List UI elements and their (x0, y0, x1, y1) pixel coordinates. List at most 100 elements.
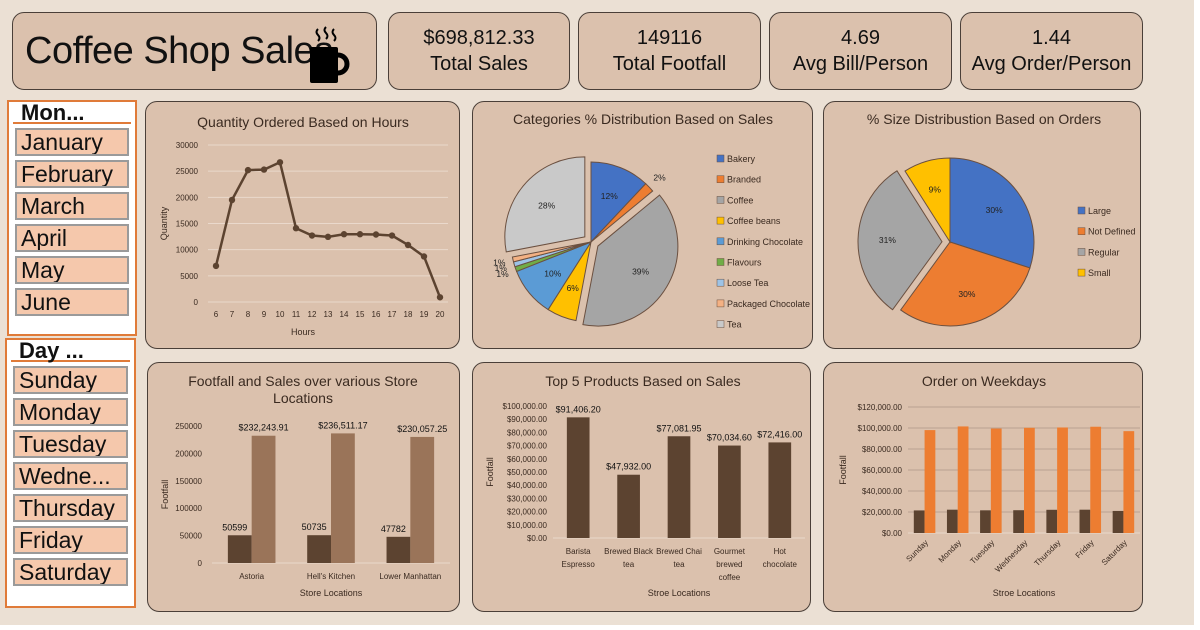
x-tick-label: chocolate (763, 560, 798, 569)
slicer-item-june[interactable]: June (15, 288, 129, 316)
x-tick-label: brewed (716, 560, 742, 569)
x-tick-label: Thursday (1033, 538, 1063, 568)
legend-swatch (1077, 227, 1086, 235)
kpi-total-sales: $698,812.33 Total Sales (388, 12, 570, 90)
slicer-item-february[interactable]: February (15, 160, 129, 188)
day-slicer: Day ... Sunday Monday Tuesday Wedne... T… (5, 338, 136, 608)
y-axis-label: Quantity (159, 206, 169, 240)
data-point (276, 159, 284, 166)
y-tick-label: 0 (198, 559, 203, 568)
coffee-mug-icon (310, 26, 350, 83)
stores-bar-chart: Footfall and Sales over various StoreLoc… (160, 373, 450, 598)
legend-swatch (716, 216, 725, 225)
x-tick-label: Sunday (904, 538, 930, 564)
hours-chart-card: Quantity Ordered Based on Hours 0 5000 1000… (145, 101, 460, 349)
slicer-item-friday[interactable]: Friday (13, 526, 128, 554)
slice-data-label: 28% (538, 200, 555, 210)
slice-data-label: 31% (879, 235, 896, 245)
bar (1057, 427, 1068, 533)
data-point (356, 231, 364, 238)
x-tick-label: Espresso (562, 560, 596, 569)
legend-swatch (716, 154, 725, 163)
bar (331, 433, 355, 563)
y-tick-label: $90,000.00 (507, 415, 548, 424)
data-point (260, 166, 268, 173)
products-chart-card: Top 5 Products Based on Sales $0.00 $10,00… (472, 362, 811, 612)
y-tick-label: $50,000.00 (507, 468, 548, 477)
slicer-item-march[interactable]: March (15, 192, 129, 220)
x-tick-label: Brewed Chai (656, 547, 702, 556)
bar (957, 426, 969, 533)
products-bar-chart: Top 5 Products Based on Sales $0.00 $10,00… (485, 373, 805, 598)
bar-data-label: $47,932.00 (606, 462, 651, 472)
data-point (212, 262, 220, 270)
y-axis-label: Footfall (160, 480, 170, 510)
bar (1013, 510, 1024, 533)
bar (251, 435, 276, 563)
chart-title: Order on Weekdays (922, 373, 1046, 389)
month-slicer-header: Mon... (13, 102, 131, 124)
bar-data-label: $70,034.60 (707, 433, 752, 443)
bar-data-label: 50735 (302, 522, 327, 532)
kpi-avg-order: 1.44 Avg Order/Person (960, 12, 1143, 90)
bar (913, 510, 925, 533)
pie-slice (904, 157, 951, 244)
bar (386, 536, 411, 563)
slicer-item-wednesday[interactable]: Wedne... (13, 462, 128, 490)
x-tick-label: 14 (340, 310, 349, 319)
slicer-item-tuesday[interactable]: Tuesday (13, 430, 128, 458)
slicer-item-may[interactable]: May (15, 256, 129, 284)
bar (566, 417, 590, 538)
y-tick-label: $0.00 (882, 529, 903, 538)
legend-label: Coffee (727, 195, 753, 205)
bar (1079, 509, 1091, 533)
pie-slice (857, 170, 943, 311)
bar-data-label: 50599 (222, 522, 247, 532)
legend-label: Regular (1088, 247, 1120, 257)
legend-label: Tea (727, 320, 742, 330)
bar (410, 436, 435, 563)
data-point (228, 196, 236, 204)
y-tick-label: 5000 (180, 272, 198, 281)
slicer-item-january[interactable]: January (15, 128, 129, 156)
x-axis-label: Stroe Locations (993, 588, 1056, 598)
data-point (420, 253, 428, 260)
legend-swatch (716, 278, 725, 287)
slicer-item-april[interactable]: April (15, 224, 129, 252)
slicer-item-sunday[interactable]: Sunday (13, 366, 128, 394)
kpi-label: Avg Bill/Person (792, 53, 929, 75)
slicer-item-saturday[interactable]: Saturday (13, 558, 128, 586)
x-tick-label: Lower Manhattan (379, 572, 441, 581)
y-tick-label: 30000 (176, 141, 199, 150)
bar (617, 474, 640, 538)
bar (768, 442, 792, 538)
legend-label: Bakery (727, 154, 756, 164)
pie-slice (590, 161, 647, 244)
bar (667, 436, 691, 538)
slicer-item-monday[interactable]: Monday (13, 398, 128, 426)
bar (1090, 426, 1102, 533)
x-tick-label: Monday (937, 538, 963, 564)
chart-title: Categories % Distribution Based on Sales (513, 111, 773, 127)
legend-swatch (716, 196, 725, 204)
x-tick-label: 15 (356, 310, 365, 319)
slice-data-label: 30% (986, 205, 1003, 215)
bar-data-label: $77,081.95 (656, 423, 701, 433)
x-tick-label: Gourmet (714, 547, 746, 556)
pie-slice (899, 241, 1031, 327)
legend-label: Loose Tea (727, 278, 768, 288)
data-point (292, 225, 300, 232)
data-point (388, 232, 396, 239)
bar (307, 535, 331, 563)
bar (718, 445, 741, 538)
legend-label: Large (1088, 206, 1111, 216)
hours-line-chart: Quantity Ordered Based on Hours 0 5000 1000… (159, 114, 448, 337)
x-tick-label: 19 (420, 310, 429, 319)
kpi-value: 1.44 (1032, 27, 1071, 49)
slice-data-label: 10% (544, 269, 561, 279)
x-tick-label: 20 (436, 310, 445, 319)
kpi-value: $698,812.33 (423, 27, 535, 49)
x-tick-label: Barista (566, 547, 591, 556)
slicer-item-thursday[interactable]: Thursday (13, 494, 128, 522)
